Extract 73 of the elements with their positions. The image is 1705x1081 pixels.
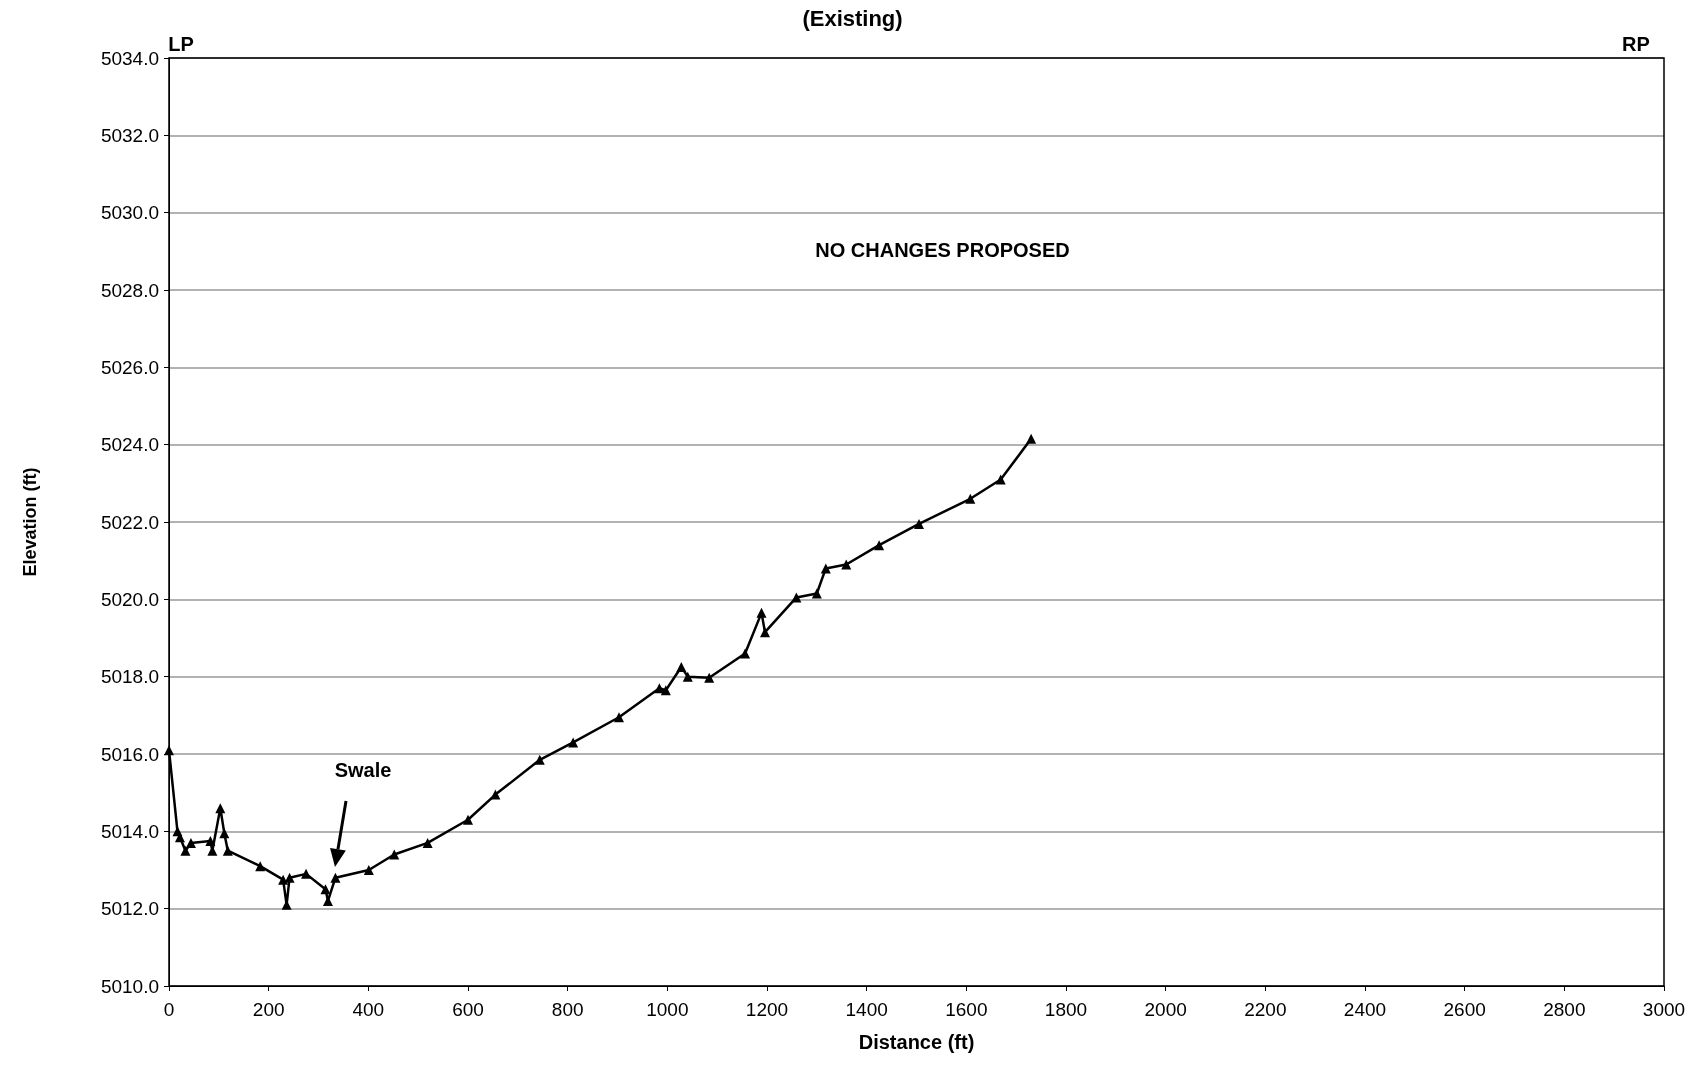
y-tick-label: 5026.0 xyxy=(100,356,159,378)
x-tick-label: 2200 xyxy=(1244,999,1287,1020)
point xyxy=(215,803,226,814)
x-tick-label: 1800 xyxy=(1044,999,1088,1020)
y-tick-label: 5022.0 xyxy=(100,511,159,533)
y-axis-title: Elevation (ft) xyxy=(20,467,40,577)
point xyxy=(185,837,196,848)
point xyxy=(1026,433,1037,444)
point xyxy=(660,685,671,696)
x-tick-label: 1400 xyxy=(845,999,888,1020)
point xyxy=(490,789,501,800)
y-tick-label: 5030.0 xyxy=(100,202,159,224)
x-tick-label: 2600 xyxy=(1443,999,1486,1020)
point xyxy=(330,872,341,883)
point xyxy=(463,814,473,825)
point xyxy=(180,845,191,856)
x-tick-label: 1000 xyxy=(646,999,689,1020)
annotation: Swale xyxy=(334,759,392,781)
point xyxy=(820,563,831,574)
point xyxy=(320,884,331,895)
y-tick-label: 5012.0 xyxy=(100,898,159,920)
y-tick-label: 5016.0 xyxy=(100,743,159,765)
point xyxy=(422,837,433,848)
point xyxy=(811,588,822,599)
point xyxy=(219,828,230,839)
y-tick-label: 5014.0 xyxy=(100,820,159,842)
x-tick-label: 0 xyxy=(163,999,175,1020)
y-tick-label: 5028.0 xyxy=(100,279,159,301)
point xyxy=(301,868,312,879)
point xyxy=(756,607,767,618)
y-tick-label: 5034.0 xyxy=(100,47,159,69)
point xyxy=(613,712,624,723)
point xyxy=(363,865,374,875)
point xyxy=(255,861,266,872)
point xyxy=(791,592,802,603)
x-tick-label: 3000 xyxy=(1642,999,1686,1020)
x-tick-label: 200 xyxy=(252,999,285,1020)
point xyxy=(222,845,233,856)
point xyxy=(205,836,216,846)
point xyxy=(913,518,924,529)
point xyxy=(174,832,185,843)
point xyxy=(164,745,174,756)
y-tick-label: 5020.0 xyxy=(100,588,159,610)
x-tick-label: 400 xyxy=(352,999,385,1020)
x-tick-label: 1200 xyxy=(745,999,789,1020)
point xyxy=(995,474,1006,485)
y-tick-label: 5018.0 xyxy=(100,666,159,688)
y-tick-label: 5032.0 xyxy=(100,124,159,146)
y-tick-label: 5024.0 xyxy=(100,434,159,456)
point xyxy=(676,662,687,672)
x-axis-title: Distance (ft) xyxy=(858,1031,975,1053)
point xyxy=(704,672,715,683)
point xyxy=(841,559,852,570)
point xyxy=(278,874,289,885)
point xyxy=(760,627,771,638)
text: LP xyxy=(168,33,194,55)
point xyxy=(568,737,579,748)
point xyxy=(389,849,400,860)
point xyxy=(740,648,751,659)
x-tick-label: 1600 xyxy=(945,999,988,1020)
chart-title: (Existing) xyxy=(802,5,903,31)
x-tick-label: 800 xyxy=(551,999,584,1020)
point xyxy=(965,493,976,504)
annotation: NO CHANGES PROPOSED xyxy=(815,239,1070,261)
point xyxy=(534,754,545,765)
x-tick-label: 600 xyxy=(452,999,484,1020)
point xyxy=(874,540,885,551)
text: RP xyxy=(1622,33,1650,55)
y-tick-label: 5010.0 xyxy=(100,975,159,997)
x-tick-label: 2000 xyxy=(1144,999,1187,1020)
x-tick-label: 2400 xyxy=(1343,999,1387,1020)
x-tick-label: 2800 xyxy=(1543,999,1586,1020)
point xyxy=(682,671,693,682)
